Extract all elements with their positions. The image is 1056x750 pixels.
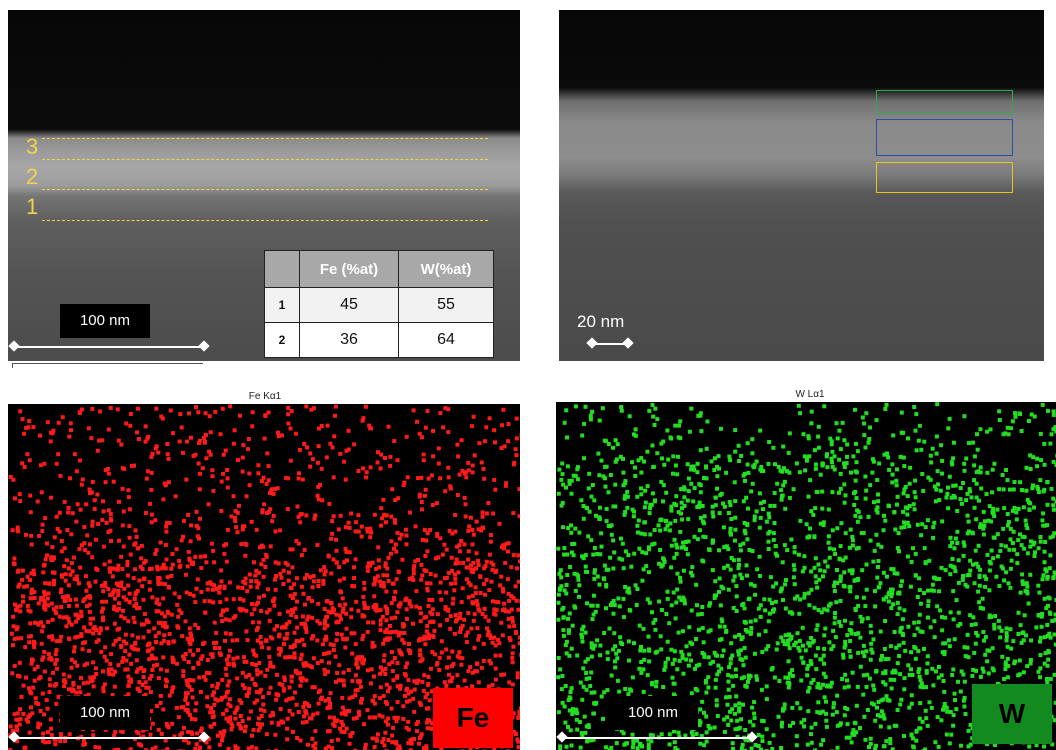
roi-box-blue <box>876 119 1013 156</box>
layer-boundary-line <box>42 189 488 190</box>
layer-label-2: 2 <box>26 164 39 189</box>
table-header-blank <box>264 250 300 288</box>
scale-bar <box>562 737 752 739</box>
table-row: 1 45 55 <box>264 287 494 323</box>
roi-box-yellow <box>876 162 1013 193</box>
table-row-label: 2 <box>264 322 300 358</box>
table-row: 2 36 64 <box>264 322 494 358</box>
w-map-title: W Lα1 <box>795 389 825 400</box>
w-edx-map: 100 nm W <box>556 402 1056 750</box>
w-element-badge: W <box>972 684 1052 744</box>
table-row-label: 1 <box>264 287 300 323</box>
scale-bar-label: 100 nm <box>60 304 150 338</box>
table-cell-fe: 36 <box>299 322 399 358</box>
layer-label-3: 3 <box>26 134 39 159</box>
scale-bar <box>14 737 204 739</box>
table-header-fe: Fe (%at) <box>299 250 399 288</box>
table-cell-fe: 45 <box>299 287 399 323</box>
layer-boundary-line <box>42 159 488 160</box>
layer-boundary-line <box>42 138 488 139</box>
scale-bar-label: 20 nm <box>577 312 625 331</box>
table-cell-w: 64 <box>398 322 494 358</box>
layer-boundary-line <box>42 220 488 221</box>
scale-bar <box>592 343 628 345</box>
scale-bar-label: 100 nm <box>608 696 698 730</box>
divider <box>12 363 203 368</box>
fe-map-title: Fe Kα1 <box>248 391 282 402</box>
tem-image-roi: 20 nm <box>559 10 1044 361</box>
tem-image-layers: 3 2 1 100 nm Fe (%at) W(%at) 1 45 55 2 3… <box>8 10 520 361</box>
table-cell-w: 55 <box>398 287 494 323</box>
scale-bar <box>14 346 204 348</box>
fe-edx-map: 100 nm Fe <box>8 404 520 750</box>
scale-bar-label: 100 nm <box>60 696 150 730</box>
roi-box-green <box>876 90 1013 114</box>
composition-table: Fe (%at) W(%at) 1 45 55 2 36 64 <box>264 250 494 358</box>
fe-dot-map <box>8 404 520 750</box>
table-header-w: W(%at) <box>398 250 494 288</box>
layer-label-1: 1 <box>26 194 39 219</box>
fe-element-badge: Fe <box>433 688 513 748</box>
